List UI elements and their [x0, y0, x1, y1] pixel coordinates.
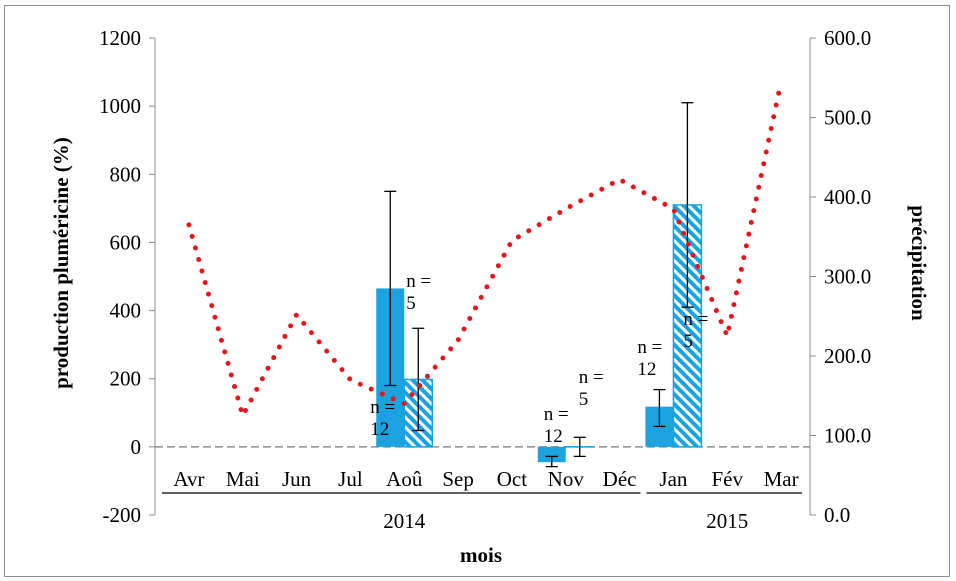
y-tick-label: -200 [103, 503, 142, 527]
y-tick-label: 200 [110, 367, 142, 391]
x-tick-label: Fév [712, 467, 744, 491]
axes: -200 0 200 400 600 800 1000 1200 0.0 100.0 200.0 30… [99, 26, 871, 533]
x-tick-label: Aoû [386, 467, 423, 491]
y-tick-label: 800 [110, 162, 142, 186]
x-tick-label: Jun [282, 467, 312, 491]
n-label: n = 5 [579, 367, 604, 410]
chart-frame [4, 5, 950, 577]
y2-tick-label: 200.0 [824, 344, 871, 368]
x-tick-label: Jan [659, 467, 687, 491]
x-tick-label: Sep [442, 467, 474, 491]
y-tick-label: 600 [110, 230, 142, 254]
n-label: n = 12 [370, 397, 395, 440]
bars [376, 204, 703, 463]
year-label: 2014 [383, 509, 426, 533]
y-tick-label: 1000 [99, 94, 141, 118]
n-label: n = 12 [637, 337, 662, 380]
x-tick-label: Mar [764, 467, 799, 491]
y2-axis-title: précipitation [907, 205, 931, 321]
x-tick-label: Déc [603, 467, 637, 491]
x-tick-label: Mai [226, 467, 260, 491]
x-tick-label: Jul [338, 467, 363, 491]
x-tick-label: Oct [497, 467, 527, 491]
y2-tick-label: 600.0 [824, 26, 871, 50]
solid-bar [537, 446, 566, 463]
x-tick-label: Nov [548, 467, 585, 491]
y2-tick-label: 300.0 [824, 265, 871, 289]
y-axis-title: production pluméricine (%) [49, 137, 73, 389]
n-label: n = 5 [683, 309, 708, 352]
n-label: n = 12 [544, 404, 569, 447]
year-label: 2015 [706, 509, 748, 533]
y-tick-label: 0 [131, 435, 142, 459]
n-label: n = 5 [406, 271, 431, 314]
x-axis-title: mois [460, 543, 502, 567]
labels: n = 12 n = 12 n = 12 n = 5 n = 5 n = 5 [370, 271, 708, 447]
x-tick-label: Avr [173, 467, 204, 491]
y2-tick-label: 400.0 [824, 185, 871, 209]
y2-tick-label: 500.0 [824, 106, 871, 130]
y-tick-label: 1200 [99, 26, 141, 50]
y2-tick-label: 0.0 [824, 503, 850, 527]
y2-tick-label: 100.0 [824, 424, 871, 448]
y-tick-label: 400 [110, 299, 142, 323]
error-bars [384, 102, 694, 468]
